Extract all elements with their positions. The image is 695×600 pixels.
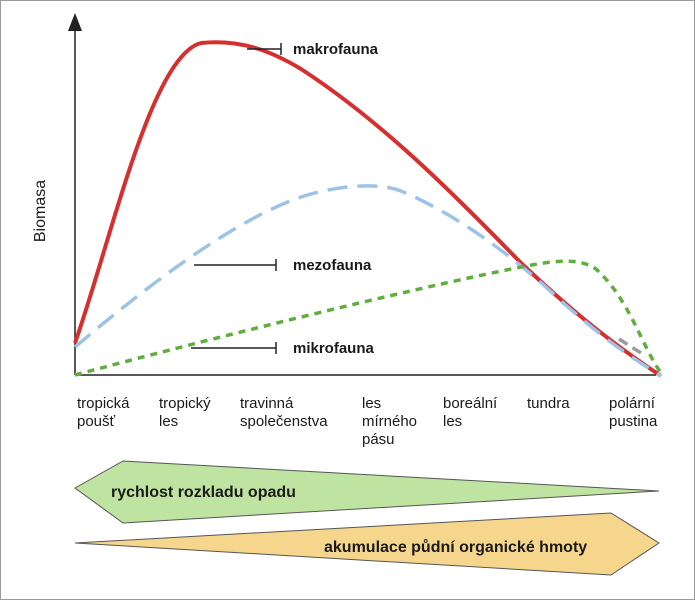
x-tick-label-line: polární bbox=[609, 395, 655, 412]
series-line-mikrofauna bbox=[74, 259, 665, 378]
y-axis-label: Biomasa bbox=[32, 180, 49, 242]
arrow-left-shape bbox=[74, 460, 660, 524]
x-tick-label-line: tundra bbox=[527, 395, 570, 412]
y-axis-arrowhead bbox=[68, 13, 82, 31]
x-tick-label: travinná společenstva bbox=[240, 395, 328, 431]
x-tick-label-line: pustina bbox=[609, 413, 658, 430]
x-tick-label-line: tropická bbox=[77, 395, 130, 412]
x-tick-label: polární pustina bbox=[609, 395, 657, 431]
x-tick-label-line: společenstva bbox=[240, 413, 328, 430]
series-label-mikrofauna: mikrofauna bbox=[293, 340, 375, 357]
x-tick-label-line: travinná bbox=[240, 395, 294, 412]
x-tick-label-line: les bbox=[159, 413, 179, 430]
x-tick-label-line: les bbox=[362, 395, 382, 412]
x-tick-label: tundra bbox=[527, 395, 570, 413]
series-line-makrofauna bbox=[73, 40, 663, 378]
series-label-makrofauna: makrofauna bbox=[293, 41, 379, 58]
leader-mikrofauna bbox=[191, 342, 277, 354]
arrow-right-shape bbox=[74, 512, 660, 576]
gray-dashed-segment bbox=[618, 337, 642, 355]
x-tick-label-line: les bbox=[443, 413, 463, 430]
leader-mezofauna bbox=[194, 259, 277, 271]
arrow-left-label: rychlost rozkladu opadu bbox=[111, 484, 296, 501]
x-tick-label-line: tropický bbox=[159, 395, 211, 412]
x-tick-label: tropický les bbox=[159, 395, 211, 431]
x-tick-label: boreální les bbox=[443, 395, 497, 431]
x-tick-label-line: pásu bbox=[362, 431, 395, 448]
series-label-mezofauna: mezofauna bbox=[293, 257, 372, 274]
x-tick-label-line: boreální bbox=[443, 395, 498, 412]
leader-makrofauna bbox=[247, 43, 282, 55]
x-tick-label: tropická poušť bbox=[77, 395, 130, 431]
x-tick-label: les mírného pásu bbox=[362, 395, 417, 449]
arrow-right-label: akumulace půdní organické hmoty bbox=[324, 539, 587, 556]
series-line-mezofauna bbox=[73, 184, 662, 378]
x-tick-label-line: mírného bbox=[362, 413, 418, 430]
x-tick-label-line: poušť bbox=[77, 413, 116, 430]
